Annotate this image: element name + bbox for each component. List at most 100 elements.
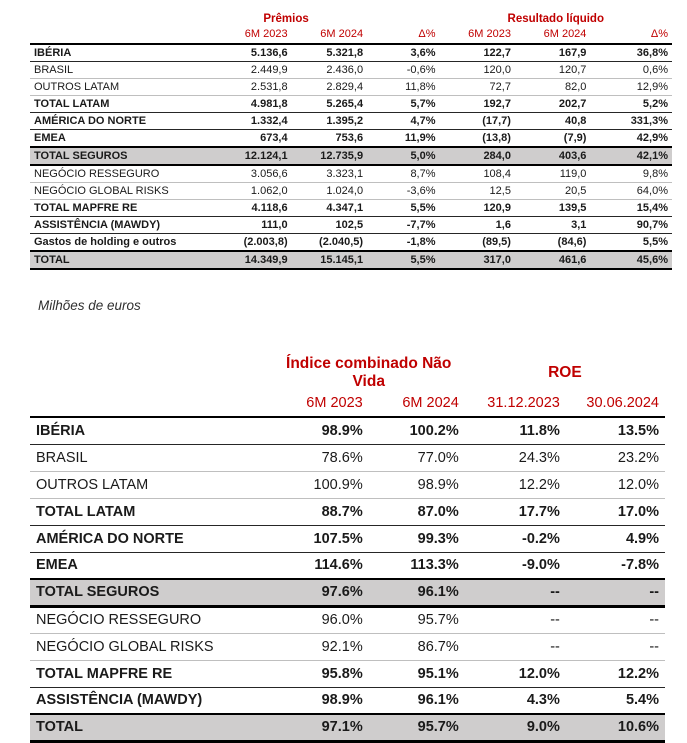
col-header: 6M 2023 xyxy=(205,27,292,45)
col-header: 30.06.2024 xyxy=(565,394,665,418)
cell-value: 120,0 xyxy=(483,64,511,76)
col-header: 6M 2023 xyxy=(439,27,515,45)
cell-value: 23.2% xyxy=(617,449,659,466)
cell-value: 13.5% xyxy=(617,422,659,439)
cell-value: 87.0% xyxy=(417,503,459,520)
cell-value: -1,8% xyxy=(406,236,436,248)
cell-value: 108,4 xyxy=(483,168,511,180)
cell-value: 2.436,0 xyxy=(326,64,364,76)
spacer-cell xyxy=(30,353,273,394)
cell-value: 5,5% xyxy=(410,202,436,214)
cell-value: 78.6% xyxy=(321,449,363,466)
cell-value: 8,7% xyxy=(410,168,436,180)
cell-value: (7,9) xyxy=(563,132,587,144)
cell-value: 12,5 xyxy=(489,185,511,197)
cell-value: 24.3% xyxy=(518,449,560,466)
row-label: OUTROS LATAM xyxy=(34,81,120,93)
cell-value: 42,9% xyxy=(636,132,668,144)
row-label: NEGÓCIO GLOBAL RISKS xyxy=(34,185,169,197)
row-label: AMÉRICA DO NORTE xyxy=(36,530,184,547)
cell-value: 98.9% xyxy=(417,476,459,493)
combined-ratio-roe-table: Índice combinado Não Vida ROE 6M 2023 6M… xyxy=(30,353,665,743)
cell-value: (13,8) xyxy=(482,132,511,144)
cell-value: 95.7% xyxy=(417,719,459,736)
row-label: Gastos de holding e outros xyxy=(34,236,177,248)
table1-column-header-row: 6M 2023 6M 2024 Δ% 6M 2023 6M 2024 Δ% xyxy=(30,27,672,45)
cell-value: 95.1% xyxy=(417,665,459,682)
cell-value: 139,5 xyxy=(558,202,587,214)
cell-value: 77.0% xyxy=(417,449,459,466)
spacer-cell xyxy=(30,12,205,27)
table-row: OUTROS LATAM 2.531,8 2.829,4 11,8% 72,7 82,0 1… xyxy=(30,79,672,96)
cell-value: 45,6% xyxy=(636,254,668,266)
group-header-net-result: Resultado líquido xyxy=(440,12,672,27)
cell-value: 11,8% xyxy=(405,81,436,93)
cell-value: 97.1% xyxy=(321,719,363,736)
cell-value: 202,7 xyxy=(558,98,587,110)
cell-value: 36,8% xyxy=(636,47,668,59)
cell-value: 12.0% xyxy=(617,476,659,493)
cell-value: 167,9 xyxy=(558,47,587,59)
row-label: TOTAL xyxy=(36,719,83,736)
row-label: IBÉRIA xyxy=(36,422,86,439)
cell-value: 120,9 xyxy=(483,202,511,214)
units-note: Milhões de euros xyxy=(38,298,141,313)
cell-value: -- xyxy=(550,638,560,655)
col-header: 6M 2023 xyxy=(272,394,369,418)
cell-value: 12.735,9 xyxy=(320,150,364,162)
cell-value: 3,1 xyxy=(571,219,587,231)
cell-value: 99.3% xyxy=(417,530,459,547)
cell-value: 17.0% xyxy=(617,503,659,520)
table2-group-header-row: Índice combinado Não Vida ROE xyxy=(30,353,665,394)
premiums-net-result-table: Prêmios Resultado líquido 6M 2023 6M 202… xyxy=(30,12,672,270)
cell-value: 12,9% xyxy=(636,81,668,93)
cell-value: 2.531,8 xyxy=(250,81,288,93)
cell-value: -7,7% xyxy=(406,219,436,231)
row-label: BRASIL xyxy=(34,64,74,76)
cell-value: 98.9% xyxy=(321,692,363,709)
group-header-roe: ROE xyxy=(548,364,582,381)
table-row: IBÉRIA 5.136,6 5.321,8 3,6% 122,7 167,9 36,8% xyxy=(30,44,672,62)
group-header-net-result-label: Resultado líquido xyxy=(507,13,604,25)
cell-value: 5.265,4 xyxy=(326,98,364,110)
col-header: Δ% xyxy=(367,27,440,45)
cell-value: 96.1% xyxy=(417,584,459,601)
row-label: ASSISTÊNCIA (MAWDY) xyxy=(34,219,161,231)
table-row: Gastos de holding e outros (2.003,8) (2.04… xyxy=(30,234,672,251)
table-row: TOTAL 97.1% 95.7% 9.0% 10.6% xyxy=(30,714,665,741)
cell-value: 100.2% xyxy=(409,422,459,439)
cell-value: -9.0% xyxy=(521,557,560,574)
col-header: Δ% xyxy=(590,27,672,45)
cell-value: 5.321,8 xyxy=(326,47,364,59)
cell-value: 5.136,6 xyxy=(250,47,288,59)
cell-value: -- xyxy=(649,612,659,628)
cell-value: (2.003,8) xyxy=(243,236,288,248)
cell-value: 753,6 xyxy=(335,132,364,144)
cell-value: (17,7) xyxy=(482,115,511,127)
cell-value: -0,6% xyxy=(406,64,436,76)
cell-value: 98.9% xyxy=(321,422,363,439)
cell-value: 17.7% xyxy=(518,503,560,520)
cell-value: -0.2% xyxy=(521,530,560,547)
cell-value: 12.2% xyxy=(518,476,560,493)
cell-value: -- xyxy=(649,584,659,601)
col-header: 31.12.2023 xyxy=(464,394,566,418)
table-row: BRASIL 78.6% 77.0% 24.3% 23.2% xyxy=(30,444,665,471)
cell-value: 2.449,9 xyxy=(250,64,288,76)
cell-value: 40,8 xyxy=(565,115,587,127)
cell-value: 284,0 xyxy=(483,150,511,162)
table-row: OUTROS LATAM 100.9% 98.9% 12.2% 12.0% xyxy=(30,471,665,498)
cell-value: 96.1% xyxy=(417,692,459,709)
table-row: TOTAL SEGUROS 12.124,1 12.735,9 5,0% 284,0 40… xyxy=(30,147,672,165)
table1-body: IBÉRIA 5.136,6 5.321,8 3,6% 122,7 167,9 36,8% B… xyxy=(30,44,672,269)
cell-value: 4.3% xyxy=(526,692,560,709)
spacer-cell xyxy=(367,12,439,27)
cell-value: -- xyxy=(550,584,560,601)
cell-value: 1.332,4 xyxy=(250,115,288,127)
cell-value: 9.0% xyxy=(526,719,560,736)
cell-value: 100.9% xyxy=(313,476,363,493)
row-label: AMÉRICA DO NORTE xyxy=(34,115,147,127)
cell-value: 5,0% xyxy=(410,150,436,162)
table-row: ASSISTÊNCIA (MAWDY) 98.9% 96.1% 4.3% 5.4% xyxy=(30,687,665,714)
col-header: 6M 2024 xyxy=(291,27,368,45)
